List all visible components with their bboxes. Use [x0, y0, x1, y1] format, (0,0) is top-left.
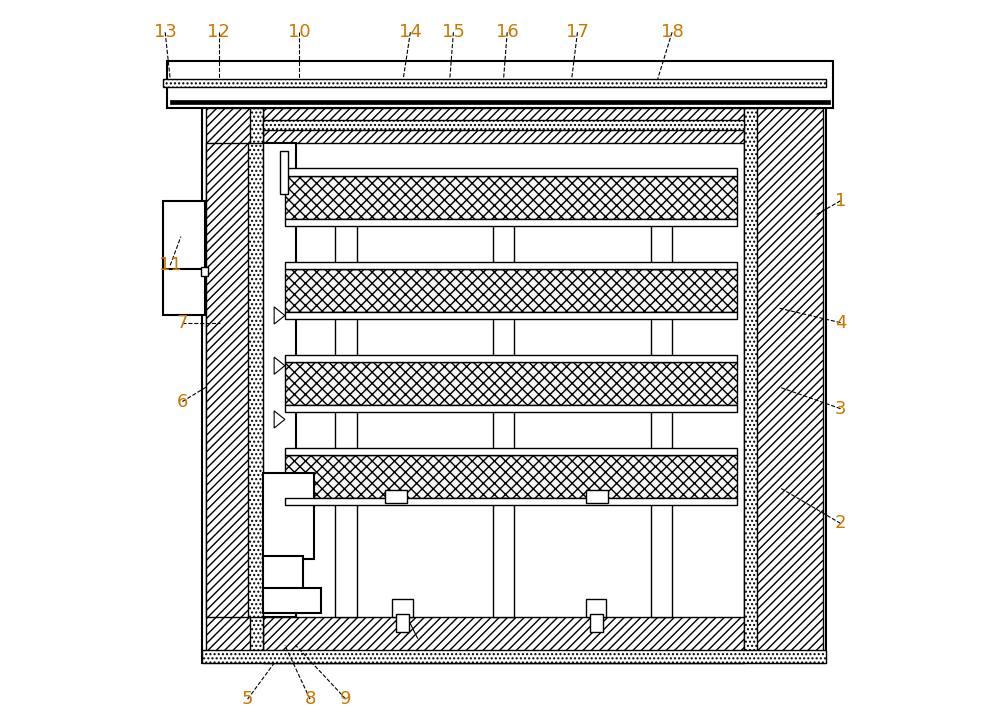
Bar [285, 168, 737, 176]
Bar [263, 108, 744, 143]
Text: 2: 2 [835, 514, 846, 533]
Bar [263, 617, 744, 663]
Text: 15: 15 [442, 23, 465, 42]
Bar [285, 312, 737, 319]
Bar [493, 219, 514, 269]
Bar [263, 143, 296, 617]
Bar [285, 269, 737, 312]
Text: 3: 3 [835, 399, 846, 418]
Bar [651, 219, 672, 269]
Bar [335, 405, 357, 455]
Text: 18: 18 [661, 23, 683, 42]
Bar [250, 108, 263, 660]
Bar [170, 100, 830, 104]
Text: 5: 5 [242, 690, 253, 708]
Text: 8: 8 [304, 690, 316, 708]
Bar [651, 312, 672, 362]
Bar [163, 269, 205, 315]
Bar [335, 219, 357, 269]
Bar [396, 614, 409, 632]
Bar [493, 498, 514, 617]
Text: 7: 7 [177, 313, 188, 332]
Bar [263, 588, 321, 613]
Bar [285, 498, 737, 505]
Text: 16: 16 [496, 23, 519, 42]
Text: 1: 1 [835, 191, 846, 210]
Bar [202, 104, 826, 663]
Bar [744, 108, 757, 660]
Bar [392, 599, 413, 617]
Bar [586, 599, 606, 617]
Bar [263, 556, 303, 592]
Polygon shape [274, 411, 285, 428]
Bar [285, 176, 737, 219]
Bar [335, 312, 357, 362]
Text: 4: 4 [835, 313, 846, 332]
Bar [163, 201, 205, 272]
Bar [167, 61, 833, 108]
Bar [285, 455, 737, 498]
Bar [493, 405, 514, 455]
Bar [285, 355, 737, 362]
Polygon shape [274, 307, 285, 324]
Bar [201, 267, 208, 276]
Bar [248, 143, 263, 617]
Bar [335, 498, 357, 617]
Text: 14: 14 [399, 23, 422, 42]
Text: 13: 13 [154, 23, 177, 42]
Bar [285, 405, 737, 412]
Bar [285, 262, 737, 269]
Text: 11: 11 [159, 256, 182, 275]
Bar [202, 650, 826, 663]
Bar [285, 448, 737, 455]
Bar [285, 362, 737, 405]
Text: 17: 17 [566, 23, 589, 42]
Bar [493, 312, 514, 362]
Bar [651, 405, 672, 455]
Bar [263, 120, 744, 130]
Bar [651, 498, 672, 617]
Text: 10: 10 [288, 23, 311, 42]
Bar [590, 614, 603, 632]
Text: 12: 12 [207, 23, 230, 42]
Bar [285, 219, 737, 226]
Bar [385, 490, 407, 503]
Bar [586, 490, 608, 503]
Bar [280, 151, 288, 194]
Bar [744, 108, 823, 660]
Bar [206, 143, 250, 617]
Bar [263, 473, 314, 559]
Text: 6: 6 [177, 392, 188, 411]
Bar [206, 108, 263, 660]
Polygon shape [274, 357, 285, 374]
Text: 9: 9 [340, 690, 352, 708]
Bar [163, 79, 826, 87]
